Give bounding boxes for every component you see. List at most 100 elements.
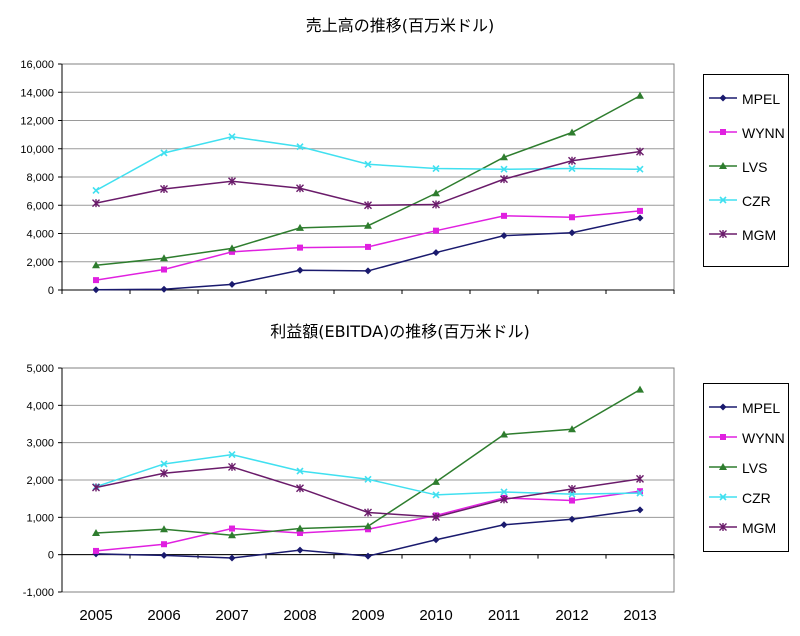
legend-label: MGM [742,227,777,243]
y-tick-label: 3,000 [26,438,54,450]
y-tick-label: 1,000 [26,512,54,524]
legend-marker [719,463,727,470]
data-point-wynn [161,266,167,273]
data-point-wynn [501,212,507,219]
data-point-lvs [160,254,168,262]
data-point-czr [228,451,236,459]
x-tick-label: 2012 [555,607,588,624]
legend-item-czr: CZR [704,191,788,211]
legend-marker [719,230,727,238]
legend-swatch [709,129,737,135]
legend-marker [719,403,727,411]
data-point-wynn [93,547,99,554]
series-line-mgm [95,150,641,207]
legend-label: LVS [742,460,768,476]
data-point-mpel [636,214,644,222]
y-tick-label: 12,000 [20,116,54,128]
legend-swatch [709,403,737,411]
data-point-mpel [228,280,236,288]
y-tick-label: -1,000 [23,587,54,599]
data-point-czr [432,491,440,499]
x-tick-label: 2009 [351,607,384,624]
data-point-czr [364,160,372,168]
series-czr [92,451,644,499]
legend-label: MGM [742,520,777,536]
data-point-lvs [500,153,508,161]
legend-label: CZR [742,193,771,209]
plot-area-2: -1,000 0 1,000 2,000 3,000 4,000 5,000 2005 2006… [23,363,675,624]
legend-label: CZR [742,490,771,506]
data-point-lvs [500,430,508,438]
data-point-wynn [637,488,643,495]
x-tick-label: 2006 [147,607,180,624]
data-point-mgm [228,177,236,186]
legend-marker [719,493,727,501]
data-point-czr [568,490,576,498]
x-tick-label: 2007 [215,607,248,624]
data-point-wynn [637,207,643,214]
legend-item-lvs: LVS [704,157,788,177]
series-lvs [92,91,644,269]
data-point-mpel [568,515,576,523]
data-point-lvs [228,531,236,539]
data-point-wynn [297,244,303,251]
legend-item-mgm: MGM [704,225,788,245]
data-point-mgm [432,200,440,209]
x-tick-label: 2011 [488,607,520,624]
data-point-mpel [568,229,576,237]
data-point-mgm [432,512,440,521]
y-tick-label: 10,000 [20,144,54,156]
legend-label: WYNN [742,125,785,141]
data-point-mgm [568,484,576,493]
data-point-wynn [569,214,575,221]
data-point-lvs [636,385,644,393]
x-tick-label: 2010 [419,607,452,624]
data-point-wynn [93,277,99,284]
series-wynn [93,488,643,554]
legend-swatch [709,523,737,531]
data-point-mgm [92,483,100,492]
data-point-czr [160,460,168,468]
series-mpel [92,214,644,294]
data-point-mgm [160,469,168,478]
series-lvs [92,385,644,539]
legend-label: WYNN [742,430,785,446]
data-point-mpel [296,546,304,554]
legend-label: MPEL [742,91,781,107]
data-point-wynn [297,530,303,537]
y-tick-label: 14,000 [20,87,54,99]
legend-marker [719,523,727,531]
y-tick-label: 2,000 [26,257,54,269]
legend-swatch [709,434,737,440]
data-point-mgm [160,185,168,194]
data-point-mpel [92,286,100,294]
legend-swatch [709,230,737,238]
legend-marker [719,94,727,102]
data-point-czr [228,133,236,141]
legend-ebitda: MPEL WYNN LVS CZR MGM [703,383,789,552]
legend-marker [719,196,727,204]
legend-sales: MPEL WYNN LVS CZR MGM [703,74,789,267]
series-line-lvs [95,95,641,267]
data-point-czr [636,489,644,497]
data-point-mpel [432,536,440,544]
data-point-lvs [92,261,100,269]
data-point-mgm [296,484,304,493]
x-tick-label: 2005 [79,607,112,624]
data-point-mgm [364,508,372,517]
data-point-mgm [500,495,508,504]
plot-area-1: 0 2,000 4,000 6,000 8,000 10,000 12,000 14,000 1… [20,59,675,297]
series-wynn [93,207,643,284]
legend-item-wynn: WYNN [704,428,788,448]
legend-swatch [709,162,737,169]
data-point-czr [160,149,168,157]
data-point-mgm [92,199,100,208]
series-czr [92,133,644,194]
data-point-mpel [500,521,508,529]
legend-swatch [709,463,737,470]
data-point-mgm [636,474,644,483]
data-point-mpel [228,554,236,562]
data-point-mpel [160,285,168,293]
data-point-wynn [365,243,371,250]
x-tick-label: 2013 [623,607,656,624]
